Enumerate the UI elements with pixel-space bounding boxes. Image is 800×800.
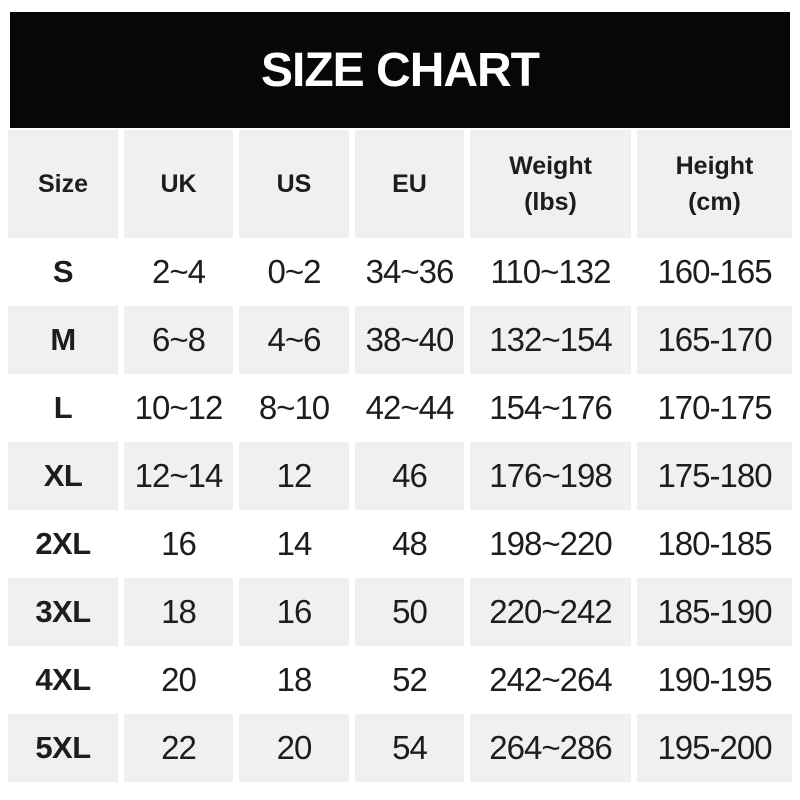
us-value: 8~10 (239, 374, 349, 442)
size-label: 4XL (8, 646, 118, 714)
height-value: 185-190 (637, 578, 792, 646)
column-header-uk: UK (124, 130, 233, 238)
table-row-xl: XL 12~14 12 46 176~198 175-180 (8, 442, 792, 510)
us-value: 12 (239, 442, 349, 510)
weight-value: 242~264 (470, 646, 631, 714)
uk-value: 6~8 (124, 306, 233, 374)
uk-value: 12~14 (124, 442, 233, 510)
table-row-5xl: 5XL 22 20 54 264~286 195-200 (8, 714, 792, 782)
size-label: XL (8, 442, 118, 510)
height-value: 190-195 (637, 646, 792, 714)
uk-value: 20 (124, 646, 233, 714)
column-header-label: Size (37, 170, 89, 198)
height-value: 195-200 (637, 714, 792, 782)
table-header-row: Size UK US EU Weight (lbs) Height (cm) (8, 130, 792, 238)
column-header-label: EU (392, 170, 427, 198)
uk-value: 2~4 (124, 238, 233, 306)
eu-value: 34~36 (355, 238, 464, 306)
column-header-eu: EU (355, 130, 464, 238)
size-label: M (8, 306, 118, 374)
weight-value: 176~198 (470, 442, 631, 510)
size-label: 2XL (8, 510, 118, 578)
height-value: 165-170 (637, 306, 792, 374)
height-value: 180-185 (637, 510, 792, 578)
eu-value: 48 (355, 510, 464, 578)
us-value: 16 (239, 578, 349, 646)
size-chart-table: Size UK US EU Weight (lbs) Height (cm) S… (8, 130, 792, 782)
size-label: L (8, 374, 118, 442)
weight-value: 264~286 (470, 714, 631, 782)
size-label: S (8, 238, 118, 306)
us-value: 20 (239, 714, 349, 782)
column-header-size: Size (8, 130, 118, 238)
height-value: 175-180 (637, 442, 792, 510)
column-header-label: Weight (lbs) (509, 152, 592, 216)
us-value: 4~6 (239, 306, 349, 374)
table-row-s: S 2~4 0~2 34~36 110~132 160-165 (8, 238, 792, 306)
table-row-2xl: 2XL 16 14 48 198~220 180-185 (8, 510, 792, 578)
table-row-3xl: 3XL 18 16 50 220~242 185-190 (8, 578, 792, 646)
size-label: 5XL (8, 714, 118, 782)
weight-value: 198~220 (470, 510, 631, 578)
title-banner: SIZE CHART (10, 12, 790, 128)
eu-value: 50 (355, 578, 464, 646)
weight-value: 110~132 (470, 238, 631, 306)
us-value: 18 (239, 646, 349, 714)
uk-value: 22 (124, 714, 233, 782)
height-value: 160-165 (637, 238, 792, 306)
weight-value: 154~176 (470, 374, 631, 442)
uk-value: 18 (124, 578, 233, 646)
us-value: 14 (239, 510, 349, 578)
table-row-m: M 6~8 4~6 38~40 132~154 165-170 (8, 306, 792, 374)
page-title: SIZE CHART (261, 43, 540, 97)
us-value: 0~2 (239, 238, 349, 306)
column-header-us: US (239, 130, 349, 238)
eu-value: 52 (355, 646, 464, 714)
eu-value: 42~44 (355, 374, 464, 442)
uk-value: 10~12 (124, 374, 233, 442)
weight-value: 132~154 (470, 306, 631, 374)
eu-value: 38~40 (355, 306, 464, 374)
uk-value: 16 (124, 510, 233, 578)
column-header-label: UK (160, 170, 197, 198)
column-header-height: Height (cm) (637, 130, 792, 238)
weight-value: 220~242 (470, 578, 631, 646)
table-row-4xl: 4XL 20 18 52 242~264 190-195 (8, 646, 792, 714)
column-header-label: Height (cm) (675, 152, 754, 216)
column-header-label: US (276, 170, 312, 198)
table-row-l: L 10~12 8~10 42~44 154~176 170-175 (8, 374, 792, 442)
column-header-weight: Weight (lbs) (470, 130, 631, 238)
eu-value: 54 (355, 714, 464, 782)
eu-value: 46 (355, 442, 464, 510)
height-value: 170-175 (637, 374, 792, 442)
size-label: 3XL (8, 578, 118, 646)
